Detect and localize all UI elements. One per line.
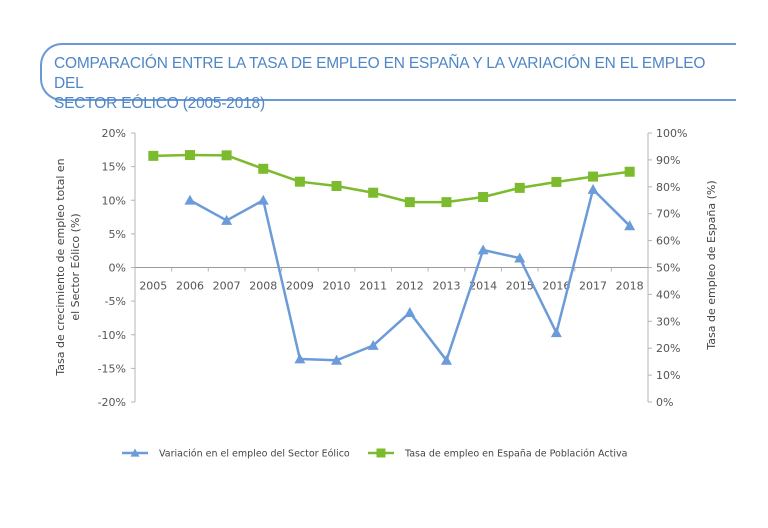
series-1-marker-triangle (624, 220, 636, 231)
left-axis-title: Tasa de crecimiento de empleo total en el… (54, 158, 82, 376)
series-2-marker-square (441, 197, 452, 208)
right-axis-tick-label: 60% (656, 235, 680, 248)
right-axis-tick-label: 100% (656, 127, 687, 140)
series-lines (148, 150, 636, 365)
series-1-marker-triangle (514, 252, 526, 263)
series-2-marker-square (258, 163, 269, 174)
series-line-1 (189, 188, 631, 362)
left-axis-tick-label: 5% (109, 228, 126, 241)
series-2-marker-square (588, 171, 599, 182)
left-axis-tick-label: 20% (102, 127, 126, 140)
legend-label-2: Tasa de empleo en España de Población Ac… (404, 449, 627, 460)
x-axis-tick-label: 2016 (542, 280, 570, 293)
series-2-marker-square (148, 150, 159, 161)
right-axis-tick-label: 80% (656, 181, 680, 194)
left-axis-title-line: Tasa de crecimiento de empleo total en (54, 158, 67, 376)
x-axis-tick-label: 2006 (176, 280, 204, 293)
series-2-marker-square (514, 182, 525, 193)
left-axis-title-line: el Sector Eólico (%) (69, 213, 82, 320)
x-axis-tick-label: 2012 (396, 280, 424, 293)
chart-title: COMPARACIÓN ENTRE LA TASA DE EMPLEO EN E… (54, 54, 734, 114)
left-axis-tick-label: -20% (98, 396, 126, 409)
x-axis-tick-label: 2010 (323, 280, 351, 293)
series-1-marker-triangle (587, 183, 599, 194)
right-axis-tick-label: 50% (656, 262, 680, 275)
right-axis-tick-label: 70% (656, 208, 680, 221)
series-2-marker-square (551, 176, 562, 187)
x-axis-tick-label: 2005 (139, 280, 167, 293)
right-axis-title: Tasa de empleo de España (%) (705, 180, 718, 350)
series-1-marker-triangle (440, 354, 452, 365)
axes: 20% 15% 10% 5% 0% -5% -10% -15% -20% 100% 90% 80% 70… (54, 127, 718, 409)
series-1-marker-triangle (404, 307, 416, 317)
left-axis-tick-label: -5% (105, 295, 126, 308)
chart-title-line-1: COMPARACIÓN ENTRE LA TASA DE EMPLEO EN E… (54, 55, 706, 92)
series-2-marker-square (624, 166, 635, 177)
x-axis-tick-label: 2008 (249, 280, 277, 293)
x-axis-tick-label: 2007 (213, 280, 241, 293)
right-axis-tick-label: 90% (656, 154, 680, 167)
series-2-marker-square (221, 150, 232, 161)
legend-marker-square (376, 448, 386, 458)
series-1-marker-triangle (294, 353, 306, 364)
series-2-marker-square (368, 187, 379, 198)
x-axis-tick-label: 2017 (579, 280, 607, 293)
left-axis-tick-label: -10% (98, 329, 126, 342)
right-axis-tick-label: 20% (656, 342, 680, 355)
left-axis-tick-label: -15% (98, 362, 126, 375)
x-axis-tick-label: 2018 (616, 280, 644, 293)
x-axis-tick-label: 2013 (432, 280, 460, 293)
series-1-marker-triangle (367, 340, 379, 350)
right-axis-tick-label: 30% (656, 315, 680, 328)
series-2-marker-square (184, 150, 195, 161)
series-2-marker-square (294, 176, 305, 187)
series-1-marker-triangle (257, 194, 269, 205)
left-axis-tick-label: 0% (109, 262, 126, 275)
series-1-marker-triangle (477, 244, 489, 255)
series-2-marker-square (404, 197, 415, 208)
left-axis-tick-label: 15% (102, 161, 126, 174)
series-2-marker-square (331, 180, 342, 191)
title-box: COMPARACIÓN ENTRE LA TASA DE EMPLEO EN E… (40, 43, 736, 112)
right-axis-tick-label: 40% (656, 288, 680, 301)
series-1-marker-triangle (184, 194, 196, 205)
right-axis-tick-label: 10% (656, 369, 680, 382)
x-axis-tick-label: 2009 (286, 280, 314, 293)
chart-title-line-2: SECTOR EÓLICO (2005-2018) (54, 95, 265, 112)
legend-label-1: Variación en el empleo del Sector Eólico (159, 449, 350, 460)
x-axis-tick-label: 2014 (469, 280, 497, 293)
series-1-marker-triangle (550, 327, 562, 338)
left-axis-tick-label: 10% (102, 194, 126, 207)
series-1-marker-triangle (331, 354, 343, 365)
legend-marker-triangle (130, 448, 140, 457)
legend: Variación en el empleo del Sector Eólico… (122, 448, 627, 460)
series-2-marker-square (478, 192, 489, 203)
x-axis-tick-label: 2011 (359, 280, 387, 293)
right-axis-tick-label: 0% (656, 396, 673, 409)
series-line-2 (153, 153, 630, 204)
x-axis-tick-label: 2015 (506, 280, 534, 293)
series-1-marker-triangle (221, 214, 233, 225)
